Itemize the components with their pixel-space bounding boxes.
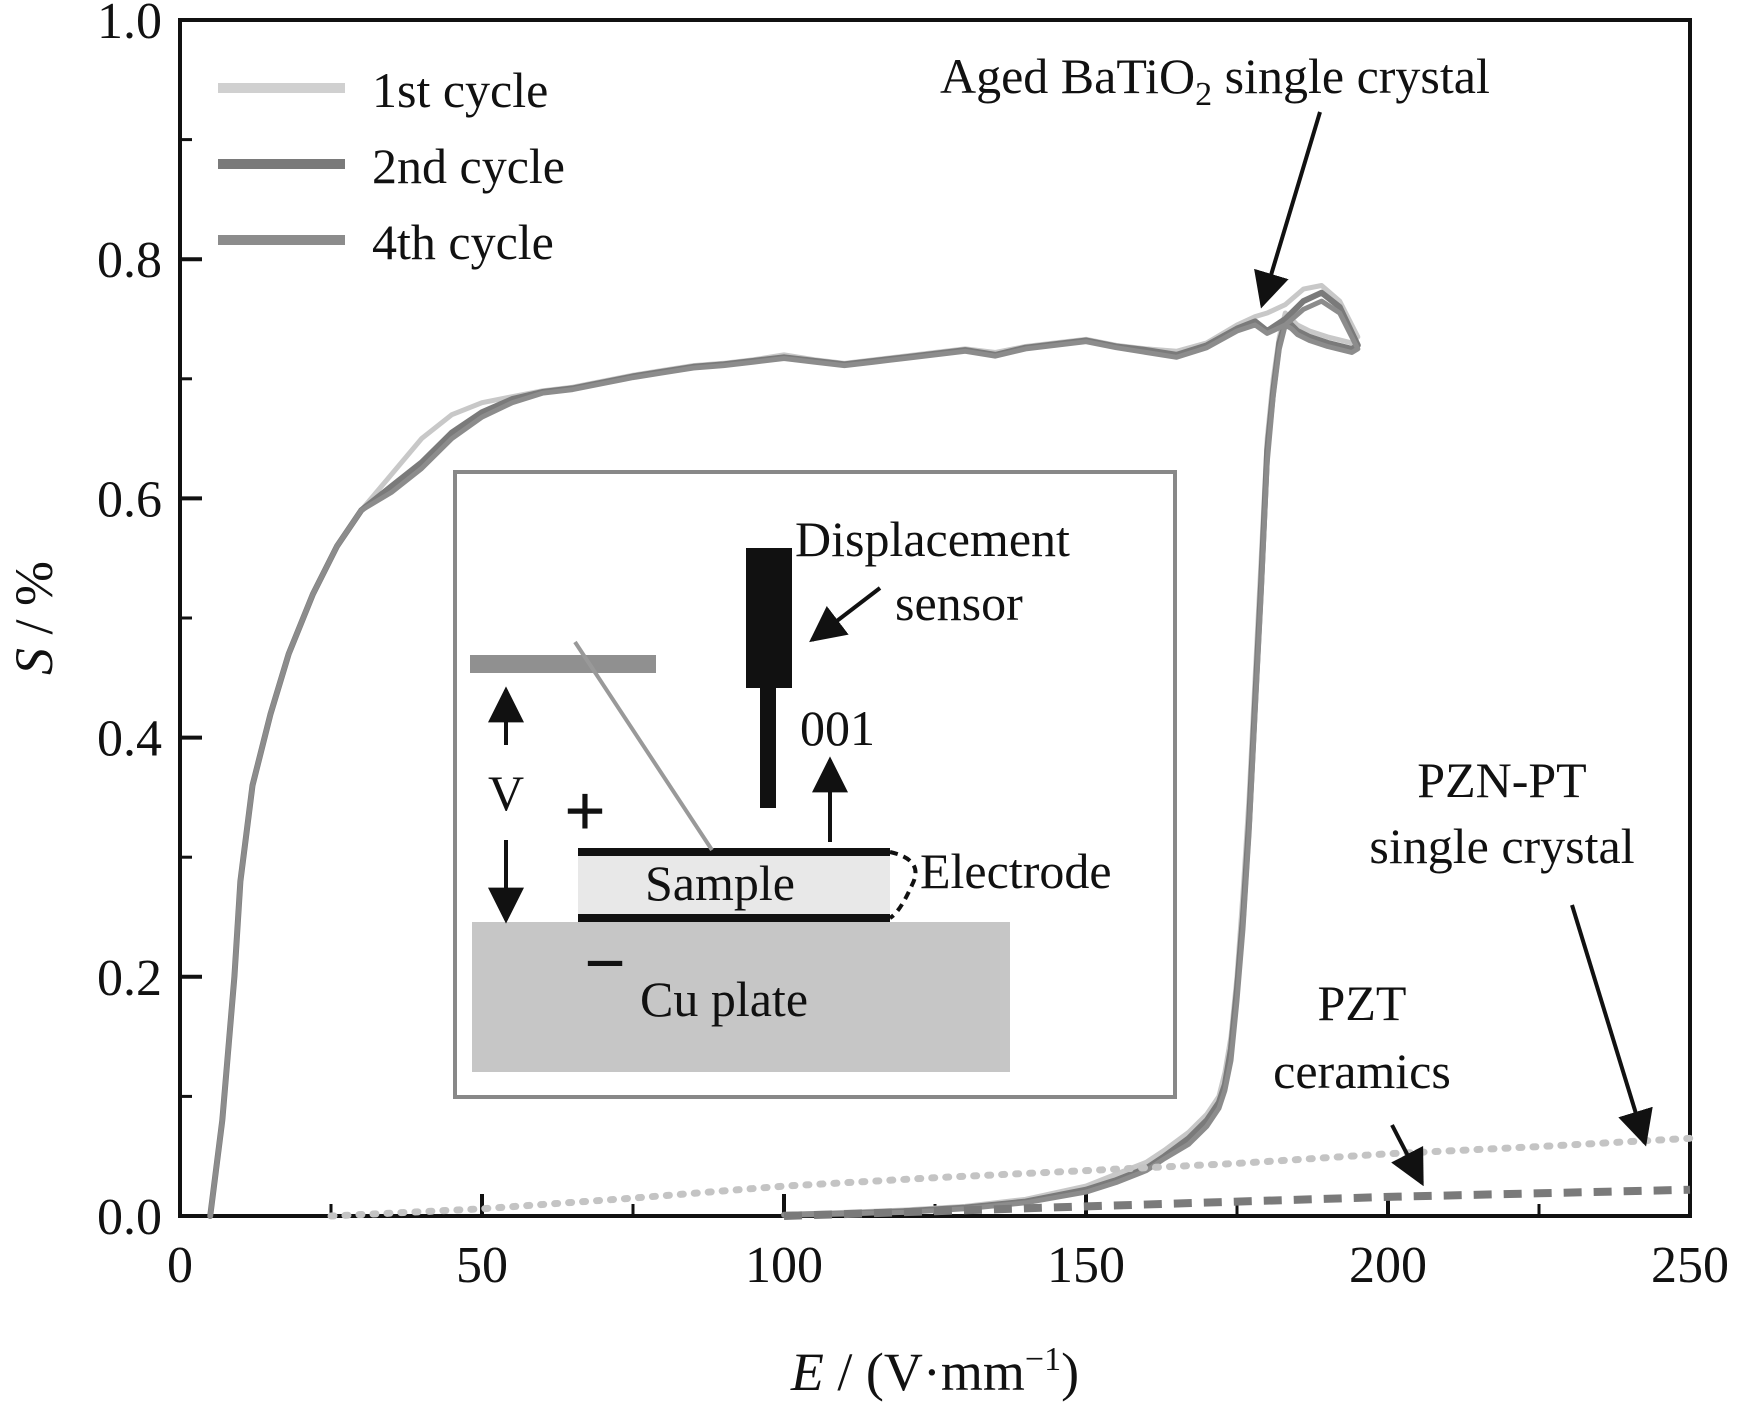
annotation-batio3: Aged BaTiO2 single crystal [940, 48, 1490, 113]
displacement-sensor-body [746, 548, 792, 688]
sample-block [578, 852, 890, 918]
annotation-pzt-arrow [1390, 1124, 1424, 1187]
annotation-pzt-line1: PZT [1318, 975, 1407, 1031]
series-pzn-pt [327, 1134, 1694, 1220]
plus-sign: + [564, 771, 606, 853]
annotation-pzt-line2: ceramics [1273, 1043, 1451, 1099]
voltage-wire [573, 640, 714, 852]
x-tick-label: 100 [745, 1237, 823, 1294]
y-tick-label: 1.0 [97, 0, 162, 50]
series-layer [207, 283, 1694, 1220]
y-tick-label: 0.6 [97, 471, 162, 528]
y-axis: 0.0 0.2 0.4 0.6 0.8 1.0 [97, 0, 202, 1246]
x-tick-label: 0 [167, 1237, 193, 1294]
voltage-source-plate [470, 655, 656, 673]
electrode-leader [888, 850, 918, 920]
annotations: Aged BaTiO2 single crystal PZN-PT single… [940, 48, 1653, 1187]
x-tick-label: 250 [1651, 1237, 1729, 1294]
annotation-pznpt-line2: single crystal [1369, 818, 1634, 874]
series-4th-cycle [207, 298, 1361, 1219]
displacement-sensor-probe [760, 688, 776, 808]
legend-label-1st-cycle: 1st cycle [372, 62, 548, 118]
direction-001-label: 001 [800, 700, 875, 756]
y-tick-label: 0.2 [97, 950, 162, 1007]
voltage-label: V [488, 765, 524, 821]
x-tick-label: 150 [1047, 1237, 1125, 1294]
y-tick-label: 0.0 [97, 1189, 162, 1246]
y-axis-title: S / % [4, 561, 64, 675]
legend: 1st cycle 2nd cycle 4th cycle [218, 62, 565, 270]
sample-label: Sample [645, 855, 795, 911]
y-tick-label: 0.8 [97, 232, 162, 289]
displacement-sensor-label-2: sensor [895, 575, 1023, 631]
displacement-sensor-label-1: Displacement [795, 511, 1070, 567]
x-tick-label: 50 [456, 1237, 508, 1294]
sensor-pointer-arrow [809, 586, 882, 643]
minus-sign: − [584, 923, 626, 1005]
annotation-batio3-arrow [1254, 111, 1322, 309]
x-axis-title: E / (V·mm−1) [790, 1341, 1079, 1402]
cu-plate-block [472, 922, 1010, 1072]
x-axis: 0 50 100 150 200 250 [167, 1194, 1729, 1294]
legend-label-4th-cycle: 4th cycle [372, 214, 554, 270]
inset-schematic: Cu plate Sample Electrode Displacement s… [453, 470, 1177, 1099]
electrode-label: Electrode [920, 843, 1112, 899]
annotation-pznpt-line1: PZN-PT [1417, 752, 1586, 808]
x-tick-label: 200 [1349, 1237, 1427, 1294]
series-pzt [783, 1185, 1691, 1220]
annotation-pznpt-arrow [1570, 904, 1653, 1147]
y-tick-label: 0.4 [97, 711, 162, 768]
legend-label-2nd-cycle: 2nd cycle [372, 138, 565, 194]
cu-plate-label: Cu plate [640, 971, 808, 1027]
